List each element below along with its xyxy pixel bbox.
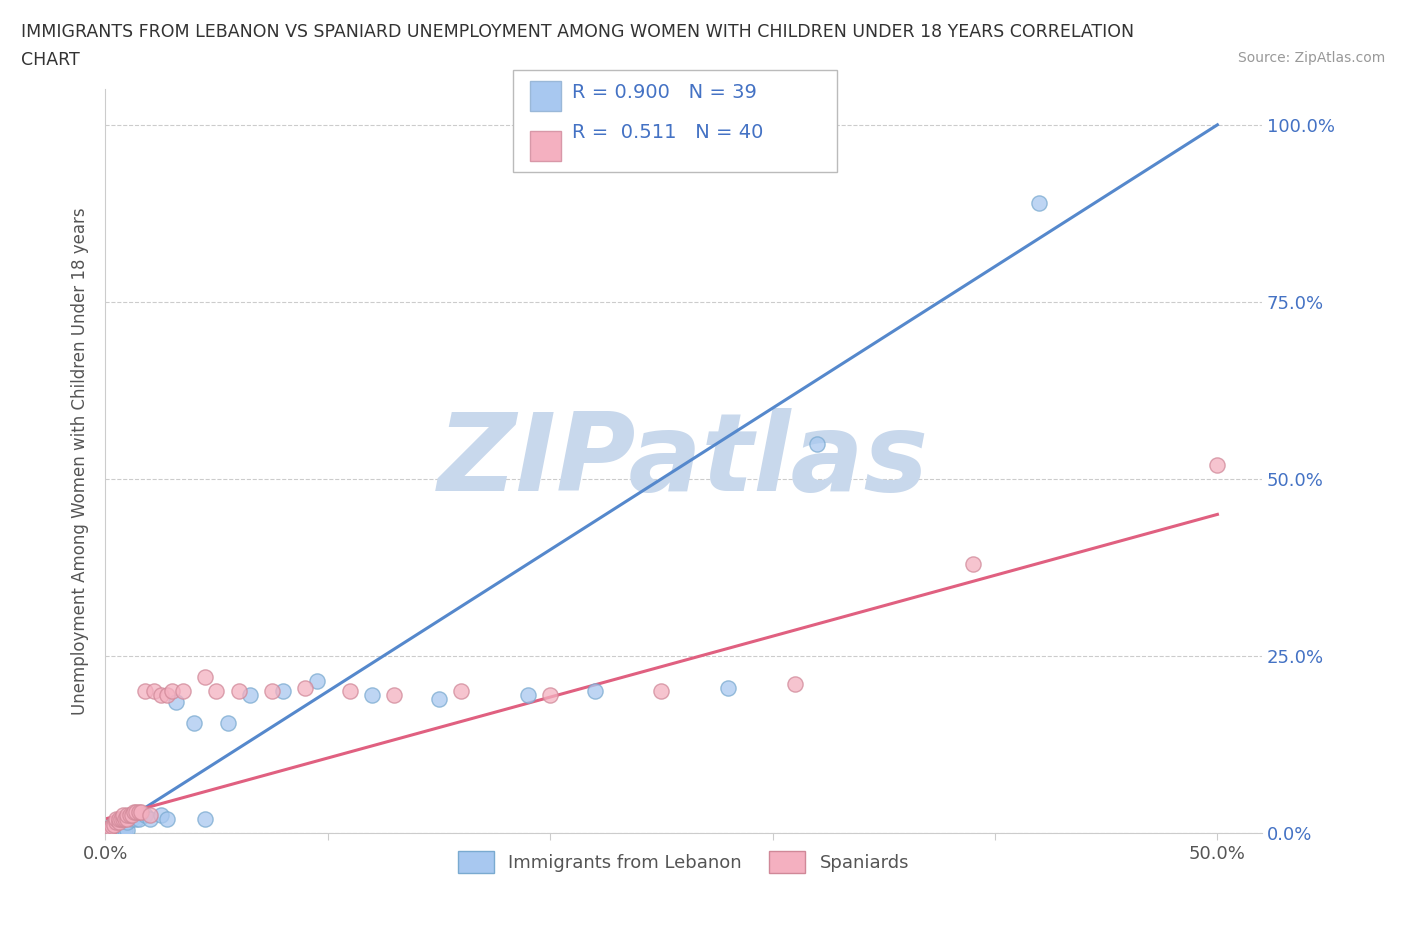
Point: [294, 681, 316, 696]
Point: [110, 822, 132, 837]
Point: [1206, 458, 1229, 472]
Point: [121, 808, 143, 823]
Point: [101, 822, 124, 837]
Point: [118, 808, 141, 823]
Point: [111, 812, 134, 827]
Point: [111, 808, 134, 823]
Point: [538, 687, 561, 702]
Point: [516, 687, 538, 702]
Point: [98, 820, 121, 835]
Point: [583, 684, 606, 699]
Point: [125, 812, 148, 827]
Point: [107, 812, 129, 827]
Point: [117, 808, 139, 823]
Point: [96, 822, 118, 837]
Point: [96, 822, 118, 837]
Point: [239, 687, 262, 702]
Point: [650, 684, 672, 699]
Point: [103, 822, 125, 837]
Point: [138, 808, 160, 823]
Point: [122, 804, 145, 819]
Text: R =  0.511   N = 40: R = 0.511 N = 40: [572, 123, 763, 141]
Point: [138, 812, 160, 827]
Point: [101, 818, 124, 833]
Point: [111, 822, 134, 837]
Point: [361, 687, 384, 702]
Point: [107, 822, 129, 837]
Point: [143, 684, 166, 699]
Point: [134, 684, 156, 699]
Text: CHART: CHART: [21, 51, 80, 69]
Point: [111, 818, 134, 833]
Point: [149, 808, 172, 823]
Point: [107, 815, 129, 830]
Point: [129, 804, 152, 819]
Point: [717, 681, 740, 696]
Text: R = 0.900   N = 39: R = 0.900 N = 39: [572, 83, 756, 101]
Point: [172, 684, 194, 699]
Point: [117, 815, 139, 830]
Point: [217, 716, 239, 731]
Point: [103, 817, 125, 832]
Point: [450, 684, 472, 699]
Point: [105, 815, 128, 830]
Point: [110, 820, 132, 835]
Point: [110, 812, 132, 827]
Point: [339, 684, 361, 699]
Point: [114, 822, 136, 837]
Point: [125, 804, 148, 819]
Point: [271, 684, 294, 699]
Point: [194, 670, 217, 684]
Text: IMMIGRANTS FROM LEBANON VS SPANIARD UNEMPLOYMENT AMONG WOMEN WITH CHILDREN UNDER: IMMIGRANTS FROM LEBANON VS SPANIARD UNEM…: [21, 23, 1135, 41]
Point: [205, 684, 228, 699]
Point: [134, 808, 156, 823]
Point: [194, 812, 217, 827]
Point: [101, 818, 124, 833]
Point: [128, 812, 150, 827]
Point: [121, 812, 143, 827]
Point: [228, 684, 250, 699]
Point: [183, 716, 205, 731]
Point: [160, 684, 183, 699]
Point: [156, 687, 179, 702]
Point: [962, 556, 984, 571]
Legend: Immigrants from Lebanon, Spaniards: Immigrants from Lebanon, Spaniards: [451, 844, 917, 880]
Point: [128, 804, 150, 819]
Point: [105, 822, 128, 837]
Point: [114, 812, 136, 827]
Point: [117, 812, 139, 827]
Point: [165, 695, 187, 710]
Point: [305, 673, 328, 688]
Point: [260, 684, 283, 699]
Text: ZIPatlas: ZIPatlas: [439, 408, 929, 514]
Text: Source: ZipAtlas.com: Source: ZipAtlas.com: [1237, 51, 1385, 65]
Point: [105, 820, 128, 835]
Point: [427, 691, 450, 706]
Point: [806, 436, 828, 451]
Point: [156, 812, 179, 827]
Point: [98, 820, 121, 835]
Point: [107, 818, 129, 833]
Point: [117, 822, 139, 837]
Point: [1028, 195, 1050, 210]
Point: [384, 687, 406, 702]
Point: [105, 812, 128, 827]
Point: [783, 677, 806, 692]
Point: [103, 820, 125, 835]
Y-axis label: Unemployment Among Women with Children Under 18 years: Unemployment Among Women with Children U…: [72, 207, 89, 715]
Point: [149, 687, 172, 702]
Point: [98, 822, 121, 837]
